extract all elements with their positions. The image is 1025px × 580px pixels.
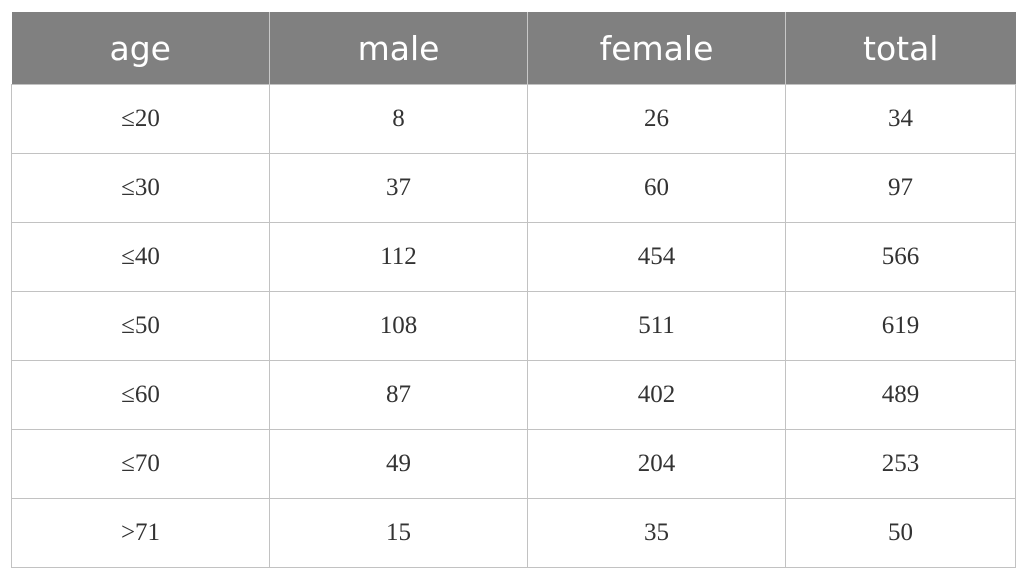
table-row: >71 15 35 50: [11, 498, 1016, 568]
table-cell: 34: [785, 84, 1016, 154]
table-cell: ≤50: [11, 291, 270, 361]
table-container: age male female total ≤20 8 26 34 ≤30 37 60 97 ≤40 1…: [11, 12, 1016, 568]
data-table: age male female total ≤20 8 26 34 ≤30 37 60 97 ≤40 1…: [11, 12, 1016, 568]
table-cell: 619: [785, 291, 1016, 361]
header-cell: male: [269, 12, 528, 85]
table-cell: 87: [269, 360, 528, 430]
table-cell: 50: [785, 498, 1016, 568]
table-body: ≤20 8 26 34 ≤30 37 60 97 ≤40 112 454 566 ≤50 108 511 61…: [11, 84, 1016, 568]
header-row: age male female total: [11, 12, 1016, 85]
header-cell: female: [527, 12, 786, 85]
table-cell: ≤60: [11, 360, 270, 430]
table-cell: 8: [269, 84, 528, 154]
table-row: ≤70 49 204 253: [11, 429, 1016, 499]
table-cell: 60: [527, 153, 786, 223]
table-cell: 489: [785, 360, 1016, 430]
table-row: ≤40 112 454 566: [11, 222, 1016, 292]
table-cell: ≤70: [11, 429, 270, 499]
table-row: ≤20 8 26 34: [11, 84, 1016, 154]
table-cell: 15: [269, 498, 528, 568]
table-cell: ≤40: [11, 222, 270, 292]
header-cell: age: [11, 12, 270, 85]
table-cell: >71: [11, 498, 270, 568]
table-cell: 49: [269, 429, 528, 499]
table-cell: 112: [269, 222, 528, 292]
table-row: ≤30 37 60 97: [11, 153, 1016, 223]
table-row: ≤50 108 511 619: [11, 291, 1016, 361]
table-cell: 35: [527, 498, 786, 568]
table-cell: 253: [785, 429, 1016, 499]
table-cell: 454: [527, 222, 786, 292]
header-cell: total: [785, 12, 1016, 85]
table-cell: 566: [785, 222, 1016, 292]
table-row: ≤60 87 402 489: [11, 360, 1016, 430]
table-cell: 37: [269, 153, 528, 223]
table-cell: ≤20: [11, 84, 270, 154]
table-cell: 26: [527, 84, 786, 154]
table-cell: 108: [269, 291, 528, 361]
table-cell: 402: [527, 360, 786, 430]
table-cell: 511: [527, 291, 786, 361]
table-cell: ≤30: [11, 153, 270, 223]
table-cell: 204: [527, 429, 786, 499]
table-cell: 97: [785, 153, 1016, 223]
